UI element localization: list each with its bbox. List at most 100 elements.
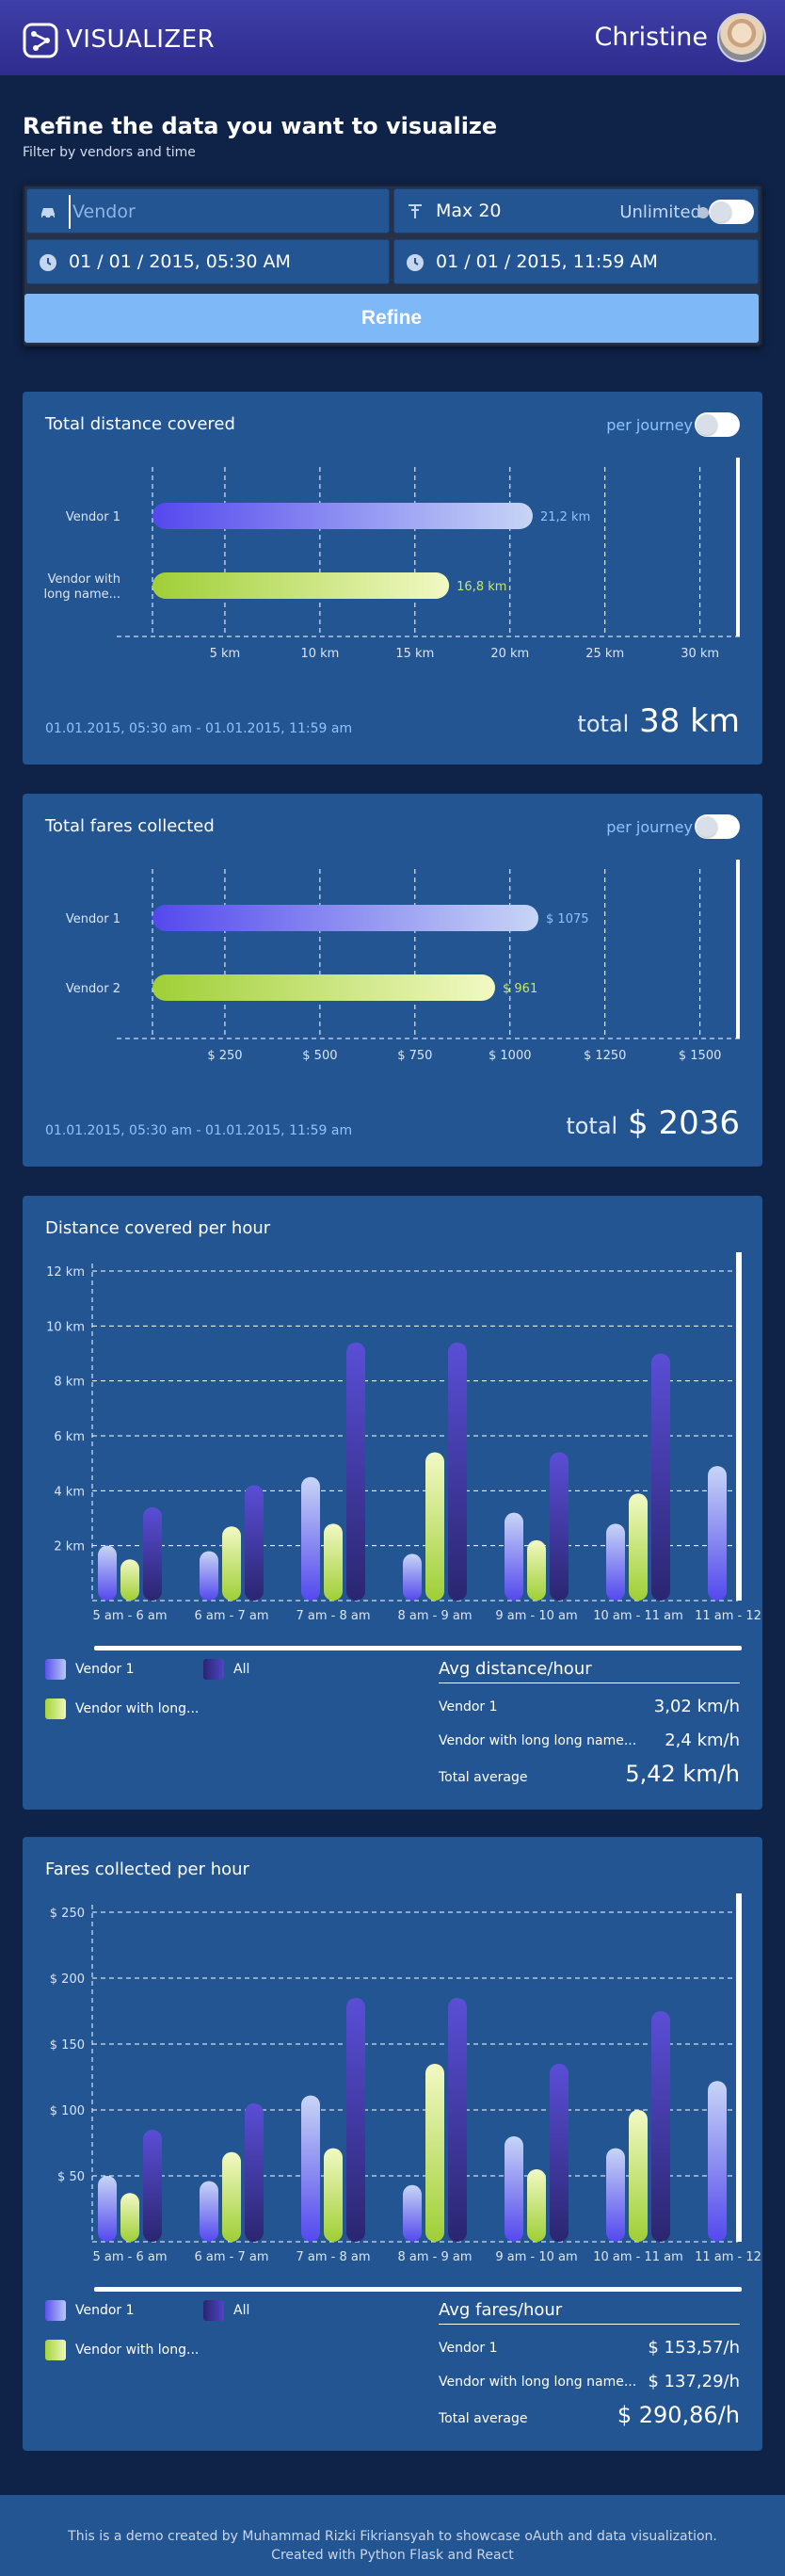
legend-swatch: [45, 2300, 66, 2321]
y-tick-label: $ 100: [50, 2104, 85, 2118]
bar: [120, 1559, 139, 1601]
x-tick-label: $ 1250: [584, 1049, 627, 1063]
unlimited-radio[interactable]: [697, 207, 709, 218]
fares-chart: $ 250 $ 500 $ 750 $ 1000 $ 1250 $ 1500 Vendor …: [66, 860, 742, 1063]
x-tick-label: 6 am - 7 am: [194, 2250, 268, 2264]
legend-vendor1[interactable]: Vendor 1: [45, 1659, 135, 1680]
bar: [143, 1506, 162, 1601]
per-journey-toggle[interactable]: [695, 412, 740, 437]
bar: [550, 1452, 569, 1601]
refine-button[interactable]: Refine: [24, 294, 759, 343]
fares-hour-chart: $ 50 $ 100 $ 150 $ 200 $ 250 5 am - 6 am 6 am …: [50, 1893, 762, 2292]
x-tick-label: 7 am - 8 am: [296, 1609, 370, 1623]
total-label: total: [577, 711, 630, 737]
end-datetime-field[interactable]: 01 / 01 / 2015, 11:59 AM: [393, 239, 759, 284]
user-name[interactable]: Christine: [594, 23, 708, 52]
filter-subtitle: Filter by vendors and time: [23, 145, 196, 160]
bar: [425, 1452, 444, 1601]
fares-card: Total fares collected per journey $ 250 $…: [23, 794, 762, 1167]
start-datetime-field[interactable]: 01 / 01 / 2015, 05:30 AM: [26, 239, 390, 284]
per-journey-toggle[interactable]: [695, 814, 740, 839]
unlimited-label: Unlimited: [619, 202, 701, 222]
end-datetime: 01 / 01 / 2015, 11:59 AM: [436, 251, 658, 272]
bar: [245, 2103, 264, 2242]
max-field[interactable]: Max 20 Unlimited: [393, 188, 759, 233]
distance-hour-card: Distance covered per hour 2 km 4 km 6 km 8 …: [23, 1196, 762, 1810]
x-tick-label: 7 am - 8 am: [296, 2250, 370, 2264]
filter-panel: Max 20 Unlimited 01 / 01 / 2015, 05:30 A…: [23, 185, 762, 346]
category-label: Vendor 2: [66, 982, 120, 996]
fares-hour-card: Fares collected per hour $ 50 $ 100 $ 150 $…: [23, 1837, 762, 2451]
y-tick-label: $ 150: [50, 2038, 85, 2053]
y-tick-label: 4 km: [54, 1485, 85, 1499]
x-tick-label: 6 am - 7 am: [194, 1609, 268, 1623]
value-label: $ 1075: [546, 912, 589, 926]
x-tick-label: 15 km: [395, 647, 434, 661]
bar: [403, 2184, 422, 2242]
y-tick-label: 6 km: [54, 1430, 85, 1444]
bar: [301, 1476, 320, 1601]
total-label: total: [566, 1113, 618, 1139]
avg-label: Vendor with long long name...: [439, 2375, 637, 2390]
footer-line: Created with Python Flask and React: [271, 2548, 514, 2563]
bar: [403, 1554, 422, 1601]
x-tick-label: 10 am - 11 am: [593, 2250, 683, 2264]
bar: [120, 2193, 139, 2242]
bar: [651, 2011, 670, 2242]
car-icon: [41, 208, 55, 219]
avg-label: Vendor 1: [439, 2341, 498, 2356]
category-label: Vendor 1: [66, 912, 120, 926]
avg-value: $ 290,86/h: [617, 2402, 740, 2428]
legend-vendor2[interactable]: Vendor with long...: [45, 2340, 199, 2360]
avg-title: Avg distance/hour: [439, 1659, 740, 1683]
card-title: Distance covered per hour: [45, 1218, 271, 1238]
x-tick-label: $ 750: [397, 1049, 432, 1063]
vendor-input[interactable]: [69, 195, 370, 229]
bar: [425, 2064, 444, 2242]
scrollbar-vertical: [736, 1893, 742, 2242]
x-tick-label: $ 500: [302, 1049, 337, 1063]
bar: [245, 1485, 264, 1601]
x-tick-label: 8 am - 9 am: [397, 2250, 472, 2264]
bar: [152, 503, 533, 529]
x-tick-label: 20 km: [490, 647, 529, 661]
legend-label: All: [233, 1662, 250, 1677]
spacer: [23, 1252, 49, 1253]
x-tick-label: $ 1000: [489, 1049, 532, 1063]
y-tick-label: $ 50: [57, 2170, 85, 2184]
bar: [152, 974, 496, 1001]
card-title: Total fares collected: [45, 816, 215, 836]
unlimited-toggle[interactable]: [709, 200, 754, 224]
total-distance: total 38 km: [577, 702, 740, 740]
app-name: VISUALIZER: [66, 25, 216, 54]
bar: [651, 1353, 670, 1601]
bar: [708, 2081, 727, 2242]
bar: [152, 572, 450, 599]
bar: [550, 2064, 569, 2242]
bar: [324, 1523, 343, 1601]
filter-icon: [409, 204, 422, 218]
legend-all[interactable]: All: [203, 1659, 249, 1680]
total-fares: total $ 2036: [566, 1104, 740, 1142]
legend-vendor2[interactable]: Vendor with long...: [45, 1699, 199, 1719]
bar: [708, 1466, 727, 1601]
bar: [143, 2130, 162, 2242]
y-tick-label: 10 km: [46, 1320, 85, 1334]
scrollbar-horizontal: [94, 1646, 742, 1650]
legend-label: Vendor with long...: [75, 1701, 200, 1716]
x-tick-label: 5 km: [210, 647, 241, 661]
legend-vendor1[interactable]: Vendor 1: [45, 2300, 135, 2321]
bar: [346, 1342, 365, 1601]
y-tick-label: $ 250: [50, 1907, 85, 1921]
x-tick-label: 11 am - 12 pm: [695, 1609, 762, 1623]
value-label: $ 961: [503, 982, 537, 996]
legend-all[interactable]: All: [203, 2300, 249, 2321]
legend-label: All: [233, 2303, 250, 2318]
x-tick-label: 5 am - 6 am: [92, 2250, 167, 2264]
avatar[interactable]: [717, 13, 766, 62]
avg-value: $ 153,57/h: [648, 2338, 740, 2358]
legend-label: Vendor 1: [75, 2303, 135, 2318]
value-label: 16,8 km: [457, 580, 506, 594]
x-tick-label: 11 am - 12 pm: [695, 2250, 762, 2264]
vendor-field[interactable]: [26, 188, 390, 233]
